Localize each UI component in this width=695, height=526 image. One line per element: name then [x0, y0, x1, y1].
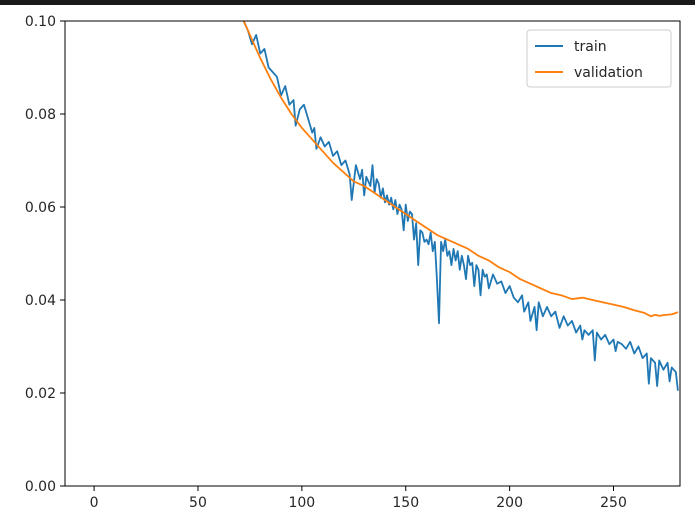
plot-lines — [242, 20, 679, 391]
x-tick-label: 100 — [288, 495, 315, 511]
series-line-train — [242, 20, 679, 391]
y-tick-label: 0.06 — [25, 200, 56, 216]
series-line-validation — [242, 20, 679, 318]
x-tick-label: 0 — [90, 495, 99, 511]
legend-label-validation: validation — [574, 65, 643, 81]
y-tick-label: 0.10 — [25, 14, 56, 30]
y-tick-label: 0.02 — [25, 386, 56, 402]
x-tick-label: 150 — [392, 495, 419, 511]
window-top-bar — [0, 0, 695, 5]
x-tick-label: 250 — [600, 495, 627, 511]
axes-frame — [64, 20, 681, 487]
x-axis: 0 50 100 150 200 250 — [90, 486, 627, 511]
x-tick-label: 50 — [189, 495, 207, 511]
legend-label-train: train — [574, 39, 607, 55]
y-tick-label: 0.04 — [25, 293, 56, 309]
legend: train validation — [526, 29, 672, 88]
y-tick-label: 0.00 — [25, 479, 56, 495]
y-tick-label: 0.08 — [25, 107, 56, 123]
y-axis: 0.00 0.02 0.04 0.06 0.08 0.10 — [25, 14, 65, 495]
x-tick-label: 200 — [496, 495, 523, 511]
